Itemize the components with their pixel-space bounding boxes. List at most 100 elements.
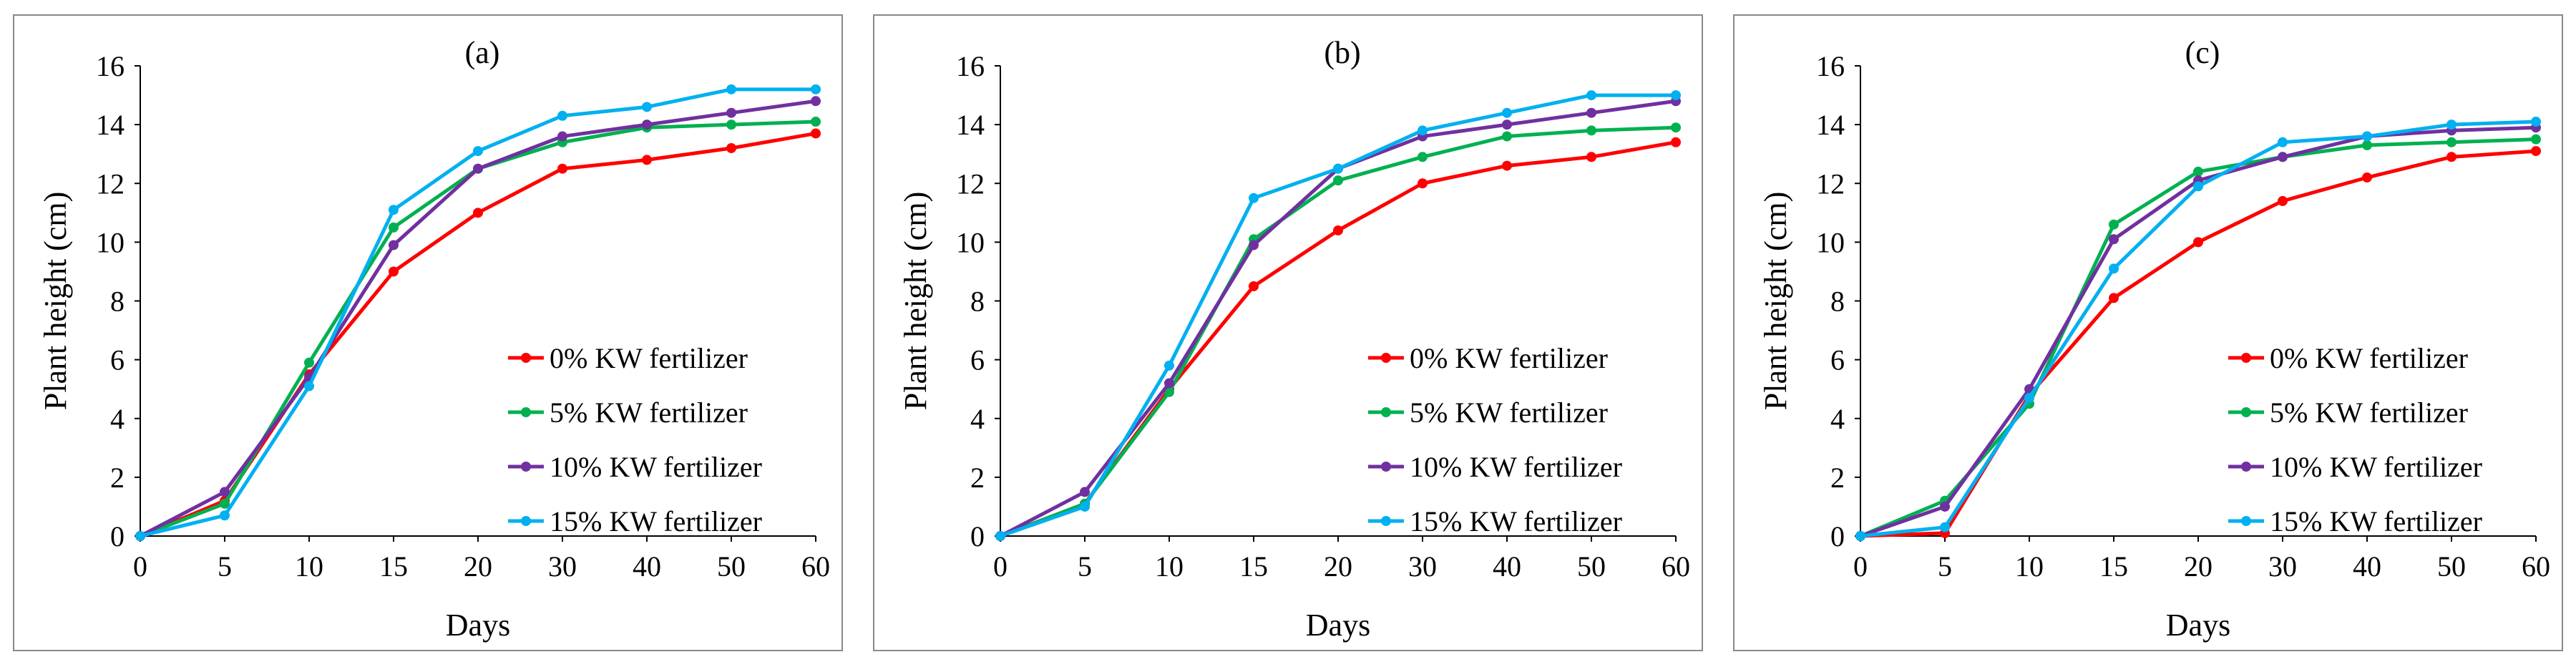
x-tick-label: 5 — [1078, 550, 1092, 583]
data-point — [2193, 166, 2203, 177]
legend-label: 10% KW fertilizer — [1410, 451, 1622, 483]
data-point — [2531, 134, 2541, 145]
x-tick-label: 0 — [1853, 550, 1868, 583]
x-tick-label: 40 — [633, 550, 661, 583]
data-point — [2531, 146, 2541, 157]
data-point — [1502, 160, 1512, 171]
data-point — [1502, 107, 1512, 118]
data-point — [1586, 152, 1596, 162]
data-point — [2109, 293, 2119, 303]
chart-svg: 0 2 4 6 8 10 12 14 16 0 5 10 15 20 30 40 50 60 Days Plant h… — [898, 35, 1690, 643]
y-tick-label: 12 — [956, 167, 985, 200]
data-point — [1586, 90, 1596, 101]
data-point — [473, 146, 483, 157]
legend-swatch-marker — [2241, 462, 2251, 472]
y-tick-label: 0 — [110, 520, 125, 552]
y-axis-title: Plant height (cm) — [1758, 192, 1793, 411]
data-point — [304, 381, 314, 391]
x-tick-label: 5 — [1938, 550, 1952, 583]
y-tick-label: 4 — [110, 403, 125, 435]
data-point — [811, 96, 821, 107]
legend-swatch-marker — [1381, 516, 1391, 526]
data-point — [811, 117, 821, 127]
data-point — [995, 531, 1005, 541]
chart-panel-a: 0 2 4 6 8 10 12 14 16 0 5 10 15 20 30 40 50 60 Days Plant h… — [13, 14, 843, 651]
x-tick-label: 15 — [1239, 550, 1268, 583]
x-tick-label: 60 — [1662, 550, 1690, 583]
legend-label: 15% KW fertilizer — [1410, 505, 1622, 537]
y-tick-label: 10 — [1816, 226, 1845, 258]
data-point — [220, 498, 230, 509]
data-point — [2531, 117, 2541, 127]
chart-svg: 0 2 4 6 8 10 12 14 16 0 5 10 15 20 30 40 50 60 Days Plant h… — [1758, 35, 2550, 643]
data-point — [1586, 125, 1596, 136]
data-point — [1418, 152, 1428, 162]
data-point — [1164, 378, 1174, 389]
data-point — [220, 487, 230, 497]
data-point — [642, 155, 652, 165]
data-point — [642, 120, 652, 130]
y-tick-label: 14 — [956, 109, 985, 141]
data-point — [389, 222, 399, 233]
x-tick-label: 30 — [548, 550, 577, 583]
legend-label: 10% KW fertilizer — [2270, 451, 2482, 483]
x-tick-label: 10 — [2015, 550, 2044, 583]
x-tick-label: 30 — [1408, 550, 1437, 583]
x-tick-label: 30 — [2268, 550, 2297, 583]
y-tick-label: 8 — [970, 286, 985, 318]
x-tick-label: 50 — [1577, 550, 1606, 583]
data-point — [557, 163, 567, 174]
chart-panel-b: 0 2 4 6 8 10 12 14 16 0 5 10 15 20 30 40 50 60 Days Plant h… — [873, 14, 1703, 651]
y-tick-label: 14 — [96, 109, 125, 141]
x-tick-label: 60 — [2522, 550, 2550, 583]
x-axis-title: Days — [1306, 608, 1370, 643]
legend-swatch-marker — [521, 462, 531, 472]
data-point — [1502, 120, 1512, 130]
data-point — [1940, 522, 1950, 532]
legend-label: 5% KW fertilizer — [2270, 396, 2468, 429]
data-point — [1671, 137, 1681, 147]
y-tick-label: 2 — [1830, 462, 1845, 494]
y-tick-label: 4 — [1830, 403, 1845, 435]
legend-label: 0% KW fertilizer — [1410, 342, 1608, 374]
data-point — [811, 128, 821, 139]
y-tick-label: 16 — [956, 50, 985, 82]
data-point — [389, 240, 399, 250]
data-point — [1080, 487, 1090, 497]
data-point — [2362, 131, 2372, 142]
panel-label: (a) — [465, 35, 500, 70]
legend-swatch-marker — [1381, 462, 1391, 472]
chart-svg: 0 2 4 6 8 10 12 14 16 0 5 10 15 20 30 40 50 60 Days Plant h… — [38, 35, 830, 643]
legend-label: 15% KW fertilizer — [550, 505, 762, 537]
x-tick-label: 10 — [1155, 550, 1184, 583]
data-point — [220, 510, 230, 521]
legend-swatch-marker — [2241, 353, 2251, 363]
legend-label: 0% KW fertilizer — [2270, 342, 2468, 374]
data-point — [2446, 120, 2457, 130]
data-point — [1418, 178, 1428, 189]
data-point — [2109, 219, 2119, 230]
data-point — [1249, 240, 1259, 250]
x-axis-title: Days — [2166, 608, 2230, 643]
data-point — [2446, 152, 2457, 162]
y-axis-title: Plant height (cm) — [38, 192, 73, 411]
data-point — [1333, 225, 1343, 235]
data-point — [473, 163, 483, 174]
y-tick-label: 2 — [970, 462, 985, 494]
data-point — [726, 107, 736, 118]
data-point — [2109, 263, 2119, 274]
data-point — [1080, 501, 1090, 512]
data-point — [389, 266, 399, 277]
data-point — [2362, 172, 2372, 183]
y-tick-label: 10 — [96, 226, 125, 258]
x-axis-title: Days — [446, 608, 510, 643]
y-tick-label: 6 — [1830, 344, 1845, 376]
y-tick-label: 16 — [1816, 50, 1845, 82]
panel-label: (c) — [2185, 35, 2220, 70]
legend-label: 5% KW fertilizer — [1410, 396, 1608, 429]
x-tick-label: 50 — [2437, 550, 2466, 583]
data-point — [304, 357, 314, 368]
y-tick-label: 8 — [1830, 286, 1845, 318]
legend-swatch-marker — [2241, 407, 2251, 417]
data-point — [1671, 90, 1681, 101]
